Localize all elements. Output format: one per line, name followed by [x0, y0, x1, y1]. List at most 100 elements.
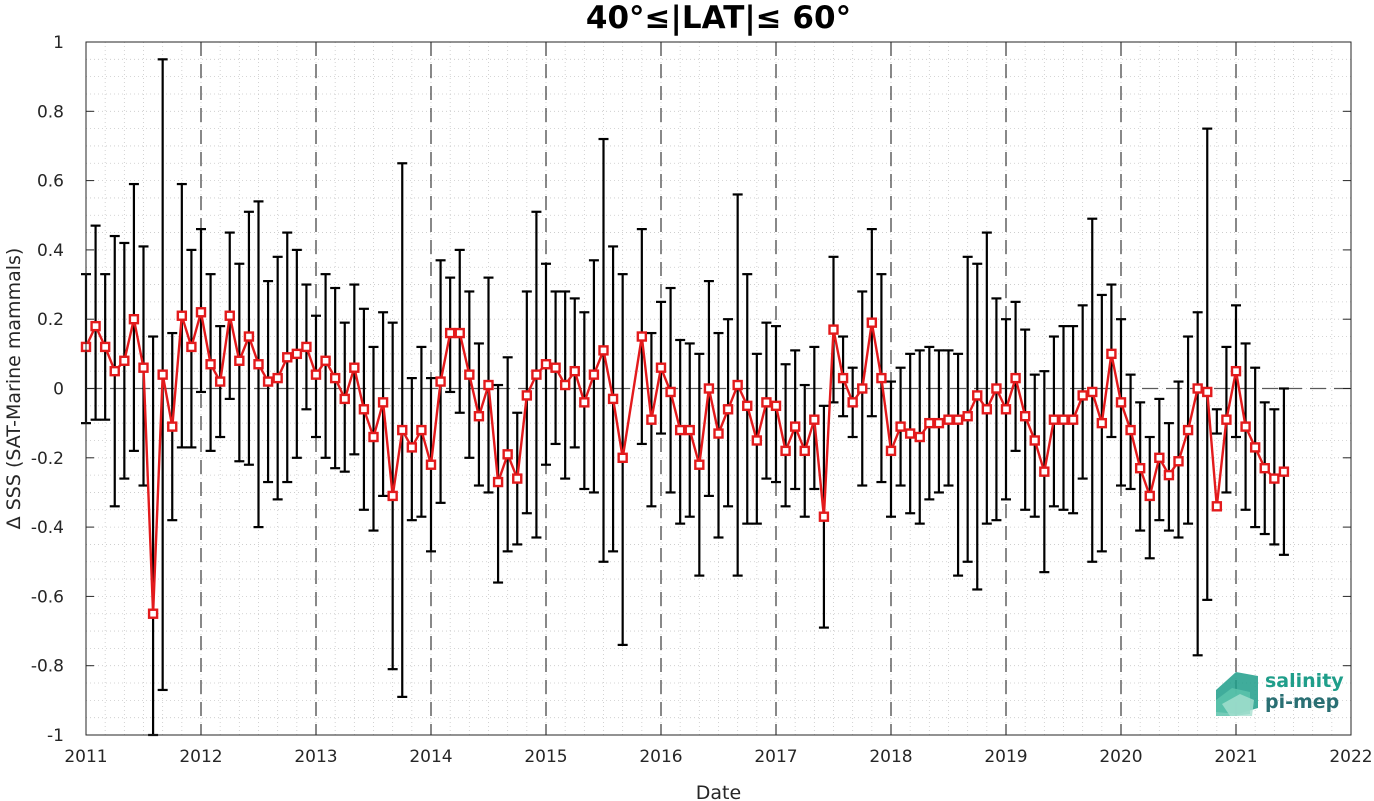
markers [80, 307, 1290, 619]
data-point [751, 435, 763, 446]
data-point [262, 376, 274, 387]
data-point [368, 431, 379, 443]
data-point [435, 376, 446, 387]
data-point [732, 379, 743, 391]
data-point [972, 390, 983, 401]
data-point [981, 404, 993, 415]
data-point [665, 386, 676, 398]
data-point [502, 449, 513, 460]
data-point [1019, 411, 1031, 422]
data-point [588, 369, 600, 380]
data-point [943, 414, 954, 425]
x-tick-label: 2018 [869, 747, 912, 767]
data-point [147, 608, 159, 619]
data-point [425, 459, 437, 470]
data-point [339, 393, 350, 405]
data-point [291, 348, 303, 360]
data-point [828, 324, 839, 335]
data-point [789, 421, 801, 432]
data-point [205, 359, 216, 370]
data-point [1048, 414, 1060, 425]
data-point [272, 372, 283, 384]
data-point [483, 379, 494, 391]
data-point [253, 359, 264, 370]
data-point [138, 362, 149, 373]
data-point [559, 379, 571, 391]
data-point [1087, 386, 1098, 398]
x-tick-label: 2021 [1214, 747, 1257, 767]
y-tick-label: 0.2 [37, 310, 64, 330]
y-tick-label: 0.8 [37, 102, 64, 122]
data-point [1154, 452, 1165, 463]
x-tick-label: 2020 [1099, 747, 1142, 767]
data-point [167, 421, 178, 432]
data-point [1221, 414, 1232, 425]
data-point [818, 511, 830, 522]
data-point [90, 320, 101, 332]
data-point [99, 341, 111, 353]
data-point [962, 411, 973, 422]
data-point [761, 397, 772, 408]
data-point [349, 362, 360, 373]
data-point [933, 417, 945, 429]
x-axis-label: Date [696, 782, 741, 801]
data-point [770, 400, 782, 412]
y-tick-label: 0.6 [37, 172, 64, 192]
data-point [1259, 462, 1270, 474]
logo-text-pi-mep: pi-mep [1265, 691, 1339, 713]
data-point [492, 476, 504, 488]
data-point [694, 459, 705, 470]
x-tick-label: 2016 [639, 747, 682, 767]
data-point [1029, 435, 1040, 446]
x-tick-label: 2015 [524, 747, 567, 767]
x-tick-label: 2017 [754, 747, 797, 767]
data-point [416, 424, 427, 436]
data-point [540, 359, 552, 370]
data-point [952, 414, 964, 425]
data-point [674, 424, 686, 436]
data-point [119, 355, 130, 366]
data-point [377, 397, 389, 408]
data-point [282, 352, 293, 363]
y-tick-label: -0.8 [31, 657, 64, 677]
logo-icon [1216, 672, 1258, 716]
salinity-pi-mep-logo: salinity pi-mep [1216, 670, 1344, 716]
data-point [607, 393, 619, 405]
data-point [531, 369, 542, 380]
data-point [914, 431, 925, 443]
data-point [1230, 365, 1242, 377]
chart-title: 40°≤|LAT|≤ 60° [586, 0, 851, 36]
data-point [655, 362, 667, 373]
y-tick-label: 0.4 [37, 241, 64, 261]
data-point [636, 331, 648, 342]
data-point [1182, 424, 1194, 436]
x-tick-label: 2022 [1329, 747, 1372, 767]
data-point [473, 411, 485, 422]
data-point [186, 341, 197, 353]
data-point [176, 310, 188, 321]
data-point [397, 424, 408, 436]
data-point [876, 372, 887, 384]
y-ticks: 1 0.8 0.6 0.4 0.2 0 -0.2 -0.4 -0.6 -0.8 -1 [31, 33, 1351, 746]
data-point [464, 369, 475, 380]
y-axis-label: Δ SSS (SAT-Marine mammals) [3, 248, 25, 530]
data-point [320, 355, 331, 366]
data-point [157, 369, 168, 380]
data-point [1240, 421, 1251, 432]
x-tick-label: 2019 [984, 747, 1027, 767]
data-point [703, 383, 715, 394]
logo-text-salinity: salinity [1265, 670, 1344, 692]
data-point [234, 355, 245, 366]
data-point [569, 365, 580, 377]
data-point [866, 317, 878, 328]
data-point [1173, 456, 1184, 467]
data-point [722, 404, 734, 415]
data-point [301, 341, 312, 353]
y-tick-label: 1 [53, 33, 64, 53]
data-point [1134, 462, 1146, 474]
data-point [598, 345, 609, 356]
y-tick-label: -1 [47, 726, 64, 746]
data-point [444, 327, 456, 339]
data-point [713, 428, 724, 439]
